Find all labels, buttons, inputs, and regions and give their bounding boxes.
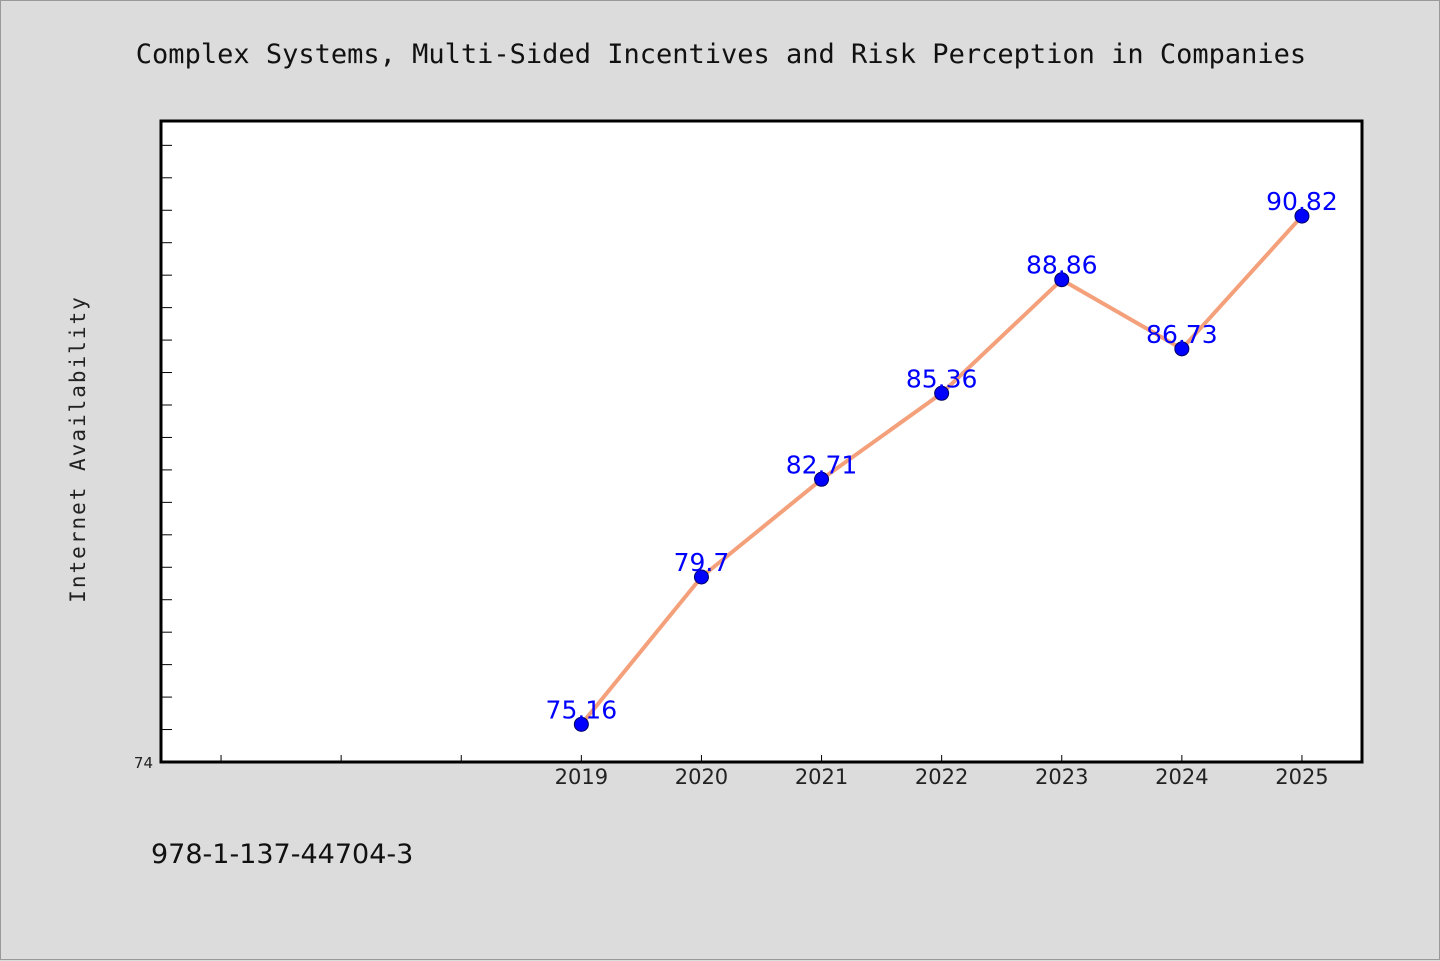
data-label: 90.82 (1266, 187, 1338, 216)
data-point (693, 569, 709, 585)
data-label: 85.36 (906, 364, 978, 393)
data-label: 88.86 (1026, 251, 1098, 280)
data-label: 79.7 (674, 548, 730, 577)
data-point (814, 471, 830, 487)
x-tick-label: 2020 (675, 765, 728, 789)
plot-area (159, 119, 1364, 764)
x-tick-label: 2022 (915, 765, 968, 789)
y-min-tick-label: 74 (134, 754, 153, 772)
data-point (573, 716, 589, 732)
data-point (1054, 272, 1070, 288)
x-tick-label: 2025 (1275, 765, 1328, 789)
x-tick-label: 2021 (795, 765, 848, 789)
data-point (1174, 341, 1190, 357)
y-axis-ticks (161, 144, 172, 763)
x-tick-label: 2023 (1035, 765, 1088, 789)
y-axis-label: Internet Availability (66, 295, 90, 603)
data-label: 75.16 (546, 695, 618, 724)
series-group: 75.16 79.7 82.71 85.36 88.86 86.73 90.82 (546, 187, 1338, 732)
data-label: 82.71 (786, 450, 858, 479)
data-point (1294, 208, 1310, 224)
x-tick-label: 2024 (1155, 765, 1208, 789)
chart-title: Complex Systems, Multi-Sided Incentives … (136, 39, 1306, 70)
data-label: 86.73 (1146, 320, 1218, 349)
data-point (934, 385, 950, 401)
x-axis-ticks: 2019 2020 2021 2022 2023 2024 2025 (220, 755, 1329, 789)
isbn-footer: 978-1-137-44704-3 (151, 839, 413, 870)
x-tick-label: 2019 (555, 765, 608, 789)
